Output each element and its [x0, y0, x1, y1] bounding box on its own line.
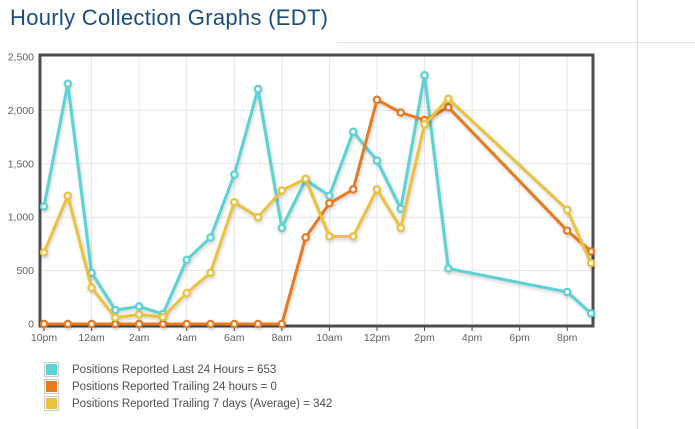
data-point-marker	[348, 127, 358, 137]
data-point-marker	[277, 186, 287, 195]
x-axis-label: 2am	[129, 332, 150, 344]
plot-border	[38, 53, 595, 328]
data-point-marker	[87, 283, 96, 292]
data-point-marker	[396, 108, 405, 117]
x-axis-label: 12pm	[364, 332, 391, 344]
data-point-marker	[87, 319, 96, 329]
data-point-marker	[372, 95, 382, 104]
data-point-marker	[325, 191, 334, 201]
data-point-marker	[277, 319, 287, 329]
data-point-marker	[348, 185, 358, 194]
data-point-marker	[301, 174, 310, 184]
data-point-marker	[325, 199, 334, 208]
legend-swatch-color	[46, 381, 57, 392]
x-axis-label: 12am	[78, 332, 105, 344]
legend-swatch-trailing-24-hours	[44, 379, 59, 394]
data-point-marker	[562, 205, 572, 214]
data-point-marker	[158, 319, 168, 329]
y-axis-label: 1,500	[8, 158, 34, 170]
data-point-marker	[134, 302, 144, 311]
data-point-marker	[372, 156, 382, 165]
data-point-marker	[562, 287, 572, 297]
data-point-marker	[586, 258, 596, 268]
legend-swatch-last-24-hours	[44, 362, 59, 377]
data-point-marker	[444, 264, 453, 273]
series-0	[39, 70, 596, 319]
data-point-marker	[277, 223, 287, 233]
y-axis-label: 2,000	[8, 105, 34, 117]
legend-swatch-color	[46, 364, 57, 375]
legend-item-trailing-7-days: Positions Reported Trailing 7 days (Aver…	[44, 396, 332, 411]
data-point-marker	[182, 319, 191, 329]
data-point-marker	[586, 247, 596, 256]
data-point-marker	[63, 79, 73, 88]
data-point-marker	[586, 309, 596, 318]
data-point-marker	[206, 319, 215, 329]
data-point-marker	[39, 248, 49, 257]
legend-label-trailing-24-hours: Positions Reported Trailing 24 hours = 0	[72, 380, 277, 393]
legend-label-last-24-hours: Positions Reported Last 24 Hours = 653	[72, 363, 277, 376]
data-point-marker	[182, 255, 191, 265]
chart-legend: Positions Reported Last 24 Hours = 653 P…	[44, 362, 332, 413]
series-line	[42, 97, 593, 320]
x-axis-label: 4am	[176, 332, 197, 344]
data-point-marker	[396, 223, 405, 233]
data-point-marker	[134, 319, 144, 329]
data-point-marker	[444, 94, 453, 103]
data-point-marker	[206, 268, 215, 277]
series-line	[42, 98, 593, 326]
legend-item-last-24-hours: Positions Reported Last 24 Hours = 653	[44, 362, 332, 377]
series-2	[39, 94, 596, 322]
data-point-marker	[230, 319, 239, 329]
data-point-marker	[253, 319, 263, 329]
legend-swatch-trailing-7-days	[44, 396, 59, 411]
data-point-marker	[206, 233, 215, 242]
x-axis-label: 6pm	[509, 332, 530, 344]
y-axis-label: 2,500	[8, 52, 34, 64]
series-line	[42, 73, 593, 316]
x-axis-label: 10am	[316, 332, 343, 344]
data-point-marker	[39, 319, 49, 329]
data-point-marker	[420, 70, 429, 80]
y-axis-label: 500	[16, 265, 34, 277]
data-point-marker	[134, 310, 144, 319]
series-1	[39, 95, 596, 329]
page-title: Hourly Collection Graphs (EDT)	[10, 5, 329, 30]
data-point-marker	[63, 319, 73, 329]
data-point-marker	[396, 204, 405, 213]
y-axis-label: 1,000	[8, 212, 34, 224]
data-point-marker	[111, 305, 120, 315]
y-axis-label: 0	[28, 319, 34, 331]
x-axis-label: 8am	[272, 332, 293, 344]
x-axis-label: 8pm	[557, 332, 578, 344]
data-point-marker	[372, 185, 382, 194]
data-point-marker	[158, 312, 168, 322]
data-point-marker	[253, 212, 263, 222]
x-axis-label: 6am	[224, 332, 245, 344]
data-point-marker	[230, 170, 239, 179]
x-axis-label: 2pm	[414, 332, 435, 344]
data-point-marker	[420, 120, 429, 129]
header-rule	[337, 42, 695, 43]
data-point-marker	[63, 191, 73, 201]
data-point-marker	[444, 102, 453, 112]
legend-label-trailing-7-days: Positions Reported Trailing 7 days (Aver…	[72, 397, 333, 410]
data-point-marker	[348, 232, 358, 241]
data-point-marker	[182, 288, 191, 298]
x-axis-label: 4pm	[462, 332, 483, 344]
x-axis-label: 10pm	[31, 332, 58, 344]
data-point-marker	[253, 84, 263, 94]
column-divider	[637, 0, 638, 429]
data-point-marker	[39, 202, 49, 211]
legend-swatch-color	[46, 398, 57, 409]
data-point-marker	[562, 226, 572, 235]
legend-item-trailing-24-hours: Positions Reported Trailing 24 hours = 0	[44, 379, 332, 394]
data-point-marker	[111, 313, 120, 322]
data-point-marker	[301, 233, 310, 242]
data-point-marker	[325, 232, 334, 241]
data-point-marker	[230, 197, 239, 207]
